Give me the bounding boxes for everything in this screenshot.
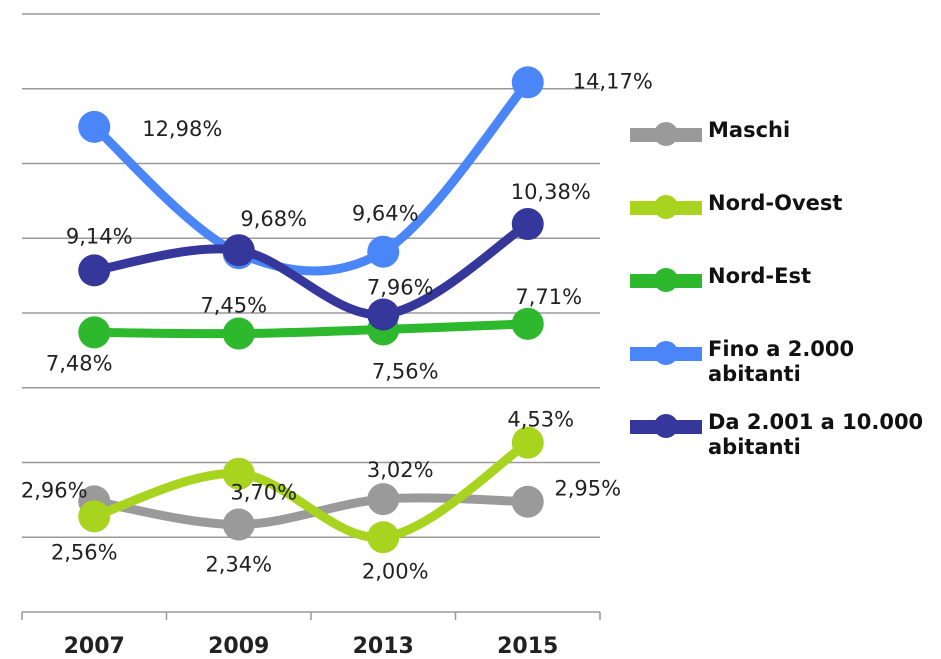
legend-swatch xyxy=(630,195,702,219)
point xyxy=(367,298,400,331)
legend-swatch xyxy=(630,122,702,146)
point xyxy=(78,254,111,287)
point xyxy=(511,66,544,99)
point xyxy=(78,500,111,533)
data-label: 7,96% xyxy=(367,275,434,299)
data-label: 12,98% xyxy=(142,117,222,141)
series-line xyxy=(92,438,531,542)
data-label: 2,95% xyxy=(554,477,621,501)
data-label: 7,56% xyxy=(372,359,439,383)
point xyxy=(511,208,544,241)
data-label: 7,45% xyxy=(200,294,267,318)
legend-item: Fino a 2.000 abitanti xyxy=(630,337,941,410)
data-label: 7,48% xyxy=(46,351,113,375)
point xyxy=(367,521,400,554)
legend-label: Nord-Est xyxy=(708,264,811,288)
data-label: 2,96% xyxy=(21,478,88,502)
legend-label: Fino a 2.000 abitanti xyxy=(708,337,855,386)
point xyxy=(78,110,111,143)
point xyxy=(222,457,255,490)
point xyxy=(222,317,255,350)
data-label: 7,71% xyxy=(515,285,582,309)
data-label: 4,53% xyxy=(507,408,574,432)
data-label: 10,38% xyxy=(511,180,591,204)
legend-item: Da 2.001 a 10.000 abitanti xyxy=(630,410,941,483)
legend-swatch xyxy=(630,341,702,365)
data-label: 3,70% xyxy=(230,481,297,505)
data-label: 2,34% xyxy=(205,553,272,577)
legend-label: Da 2.001 a 10.000 abitanti xyxy=(708,410,924,459)
point xyxy=(367,483,400,516)
point xyxy=(511,426,544,459)
legend-swatch xyxy=(630,414,702,438)
series-line xyxy=(94,319,528,339)
data-label: 9,14% xyxy=(66,224,133,248)
data-label: 9,64% xyxy=(352,202,419,226)
legend-swatch xyxy=(630,268,702,292)
point xyxy=(222,508,255,541)
legend-item: Nord-Est xyxy=(630,264,941,337)
series-line xyxy=(93,220,531,320)
data-label: 2,56% xyxy=(51,540,118,564)
legend-item: Maschi xyxy=(630,118,941,191)
x-tick-label: 2009 xyxy=(208,634,269,659)
x-tick-label: 2013 xyxy=(353,634,414,659)
legend-item: Nord-Ovest xyxy=(630,191,941,264)
data-label: 2,00% xyxy=(362,559,429,583)
series-line xyxy=(91,79,532,276)
legend-label: Maschi xyxy=(708,118,791,142)
x-tick-label: 2007 xyxy=(64,634,125,659)
legend: Maschi Nord-Ovest Nord-Est Fino a 2.000 abi… xyxy=(630,118,941,483)
legend-label: Nord-Ovest xyxy=(708,191,843,215)
data-label: 3,02% xyxy=(367,458,434,482)
point xyxy=(78,316,111,349)
data-label: 9,68% xyxy=(240,207,307,231)
point xyxy=(511,307,544,340)
point xyxy=(222,234,255,267)
x-tick-label: 2015 xyxy=(497,634,558,659)
point xyxy=(511,485,544,518)
data-label: 14,17% xyxy=(573,69,653,93)
point xyxy=(367,235,400,268)
